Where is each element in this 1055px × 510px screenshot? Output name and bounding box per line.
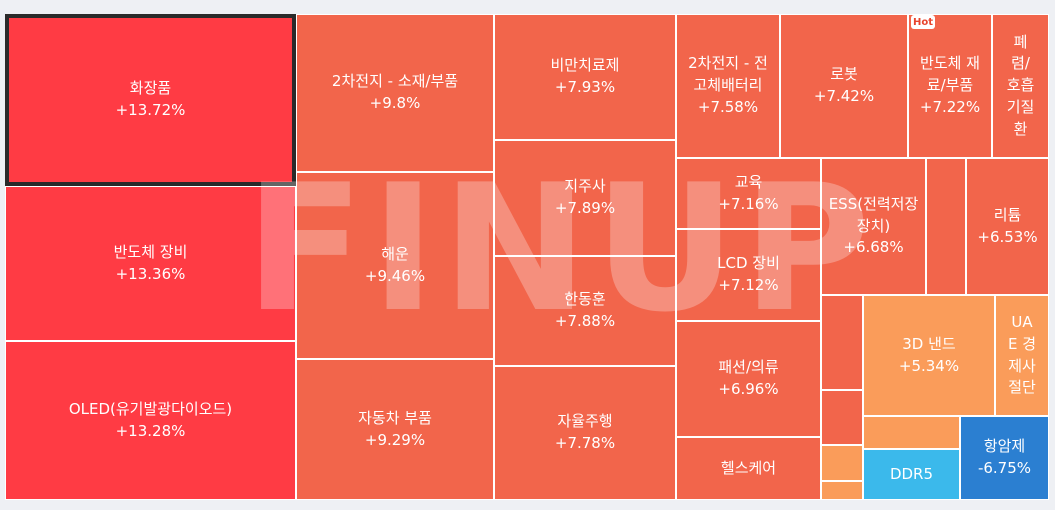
sector-name: 2차전지 - 전고체배터리 (688, 54, 768, 95)
sector-change: +7.12% (718, 276, 779, 294)
sector-change: -6.75% (977, 459, 1032, 477)
sector-tile[interactable]: UAE 경제사절단 (995, 295, 1049, 416)
sector-change: +6.96% (718, 380, 779, 398)
sector-tile-small[interactable] (821, 481, 863, 500)
sector-tile[interactable]: 패션/의류 +6.96% (676, 321, 821, 437)
sector-change: +7.22% (919, 97, 981, 116)
sector-tile-small[interactable] (926, 158, 966, 295)
sector-name: 폐렴/호흡기질환 (1006, 32, 1035, 138)
sector-name: 항암제 (983, 437, 1026, 456)
sector-change: +7.93% (554, 78, 616, 96)
sector-name: 패션/의류 (718, 358, 779, 377)
sector-name: UAE 경제사절단 (1007, 313, 1037, 397)
sector-tile[interactable]: 헬스케어 (676, 437, 821, 500)
sector-name: 2차전지 - 소재/부품 (331, 72, 459, 91)
sector-tile[interactable]: 교육 +7.16% (676, 158, 821, 229)
sector-name: 화장품 (129, 79, 172, 98)
hot-badge: Hot (911, 15, 935, 29)
sector-name: OLED(유기발광다이오드) (68, 399, 233, 418)
sector-name: 반도체 재료/부품 (920, 54, 980, 95)
sector-change: +5.34% (898, 356, 960, 375)
sector-change: +7.88% (554, 312, 616, 330)
sector-tile[interactable]: 한동훈 +7.88% (494, 256, 676, 366)
sector-name: 한동훈 (564, 290, 606, 309)
sector-tile[interactable]: 폐렴/호흡기질환 (992, 14, 1049, 158)
sector-tile-small[interactable] (863, 416, 960, 449)
sector-tile[interactable]: DDR5 (863, 449, 960, 500)
sector-change: +7.78% (554, 434, 616, 452)
sector-tile[interactable]: 로봇 +7.42% (780, 14, 908, 158)
sector-tile[interactable]: 반도체 장비 +13.36% (5, 186, 296, 341)
sector-change: +13.36% (115, 264, 186, 283)
sector-tile[interactable]: 반도체 재료/부품 +7.22% (908, 14, 992, 158)
sector-name: 반도체 장비 (113, 242, 188, 261)
sector-tile[interactable]: 화장품 +13.72% (5, 14, 296, 186)
sector-tile[interactable]: OLED(유기발광다이오드) +13.28% (5, 341, 296, 500)
sector-tile[interactable]: 해운 +9.46% (296, 172, 494, 359)
sector-tile[interactable]: 2차전지 - 소재/부품 +9.8% (296, 14, 494, 172)
sector-change: +9.29% (364, 430, 426, 449)
sector-change: +7.42% (813, 87, 875, 105)
sector-tile-small[interactable] (821, 445, 863, 481)
sector-tile[interactable]: 리튬 +6.53% (966, 158, 1049, 295)
sector-change: +13.72% (115, 101, 186, 119)
sector-change: +7.58% (697, 97, 759, 116)
sector-tile-small[interactable] (821, 295, 863, 390)
sector-tile[interactable]: 비만치료제 +7.93% (494, 14, 676, 140)
sector-tile[interactable]: 항암제 -6.75% (960, 416, 1049, 500)
sector-name: 로봇 (830, 65, 858, 84)
sector-tile[interactable]: 3D 낸드 +5.34% (863, 295, 995, 416)
sector-name: 자동차 부품 (358, 408, 432, 427)
sector-tile[interactable]: LCD 장비 +7.12% (676, 229, 821, 321)
sector-change: +6.68% (843, 238, 904, 257)
sector-name: ESS(전력저장장치) (828, 194, 919, 235)
sector-tile-small[interactable] (821, 390, 863, 445)
sector-name: 해운 (381, 244, 409, 263)
sector-name: DDR5 (889, 464, 934, 483)
sector-tile[interactable]: 지주사 +7.89% (494, 140, 676, 256)
sector-tile[interactable]: 2차전지 - 전고체배터리 +7.58% (676, 14, 780, 158)
sector-name: 지주사 (564, 177, 606, 196)
sector-change: +7.89% (554, 199, 616, 217)
sector-change: +6.53% (977, 227, 1038, 246)
sector-name: 교육 (734, 172, 763, 191)
sector-name: LCD 장비 (717, 254, 780, 273)
sector-change: +9.8% (369, 94, 421, 112)
sector-name: 헬스케어 (720, 458, 777, 477)
sector-change: +9.46% (364, 266, 426, 285)
sector-name: 비만치료제 (550, 56, 620, 75)
sector-name: 자율주행 (557, 412, 613, 431)
sector-tile[interactable]: 자동차 부품 +9.29% (296, 359, 494, 500)
sector-tile[interactable]: ESS(전력저장장치) +6.68% (821, 158, 926, 295)
sector-name: 3D 낸드 (902, 334, 956, 353)
sector-change: +13.28% (115, 421, 186, 440)
sector-change: +7.16% (718, 194, 779, 213)
sector-tile[interactable]: 자율주행 +7.78% (494, 366, 676, 500)
sector-name: 리튬 (993, 205, 1022, 224)
